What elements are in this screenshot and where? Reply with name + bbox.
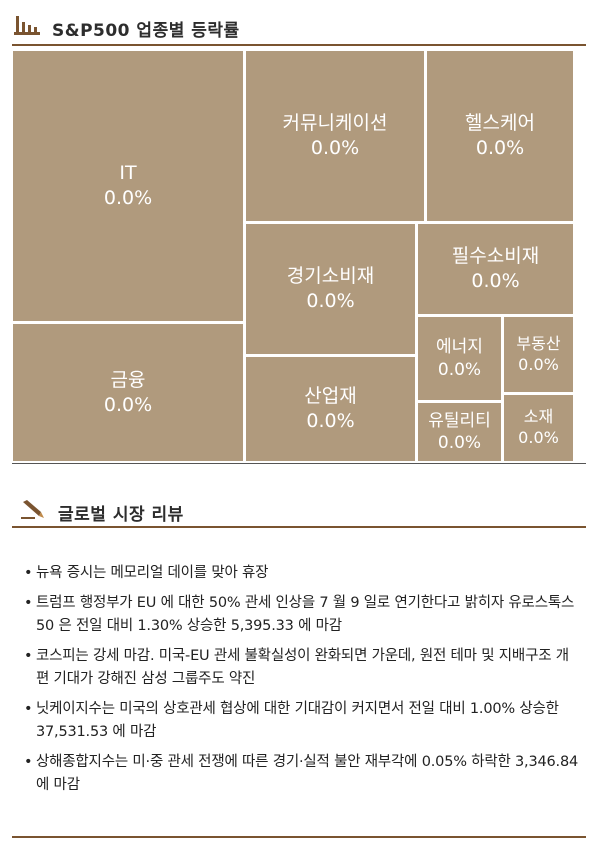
tile-communication[interactable]: 커뮤니케이션 0.0% bbox=[245, 50, 425, 222]
treemap-section-header: S&P500 업종별 등락률 bbox=[12, 10, 586, 46]
review-text: 닛케이지수는 미국의 상호관세 협상에 대한 기대감이 커지면서 전일 대비 1… bbox=[36, 701, 559, 740]
tile-healthcare[interactable]: 헬스케어 0.0% bbox=[426, 50, 574, 222]
list-item: • 닛케이지수는 미국의 상호관세 협상에 대한 기대감이 커지면서 전일 대비… bbox=[24, 698, 580, 744]
tile-industrials-change: 0.0% bbox=[306, 410, 355, 432]
tile-consumer-staples-change: 0.0% bbox=[471, 270, 520, 292]
review-bottom-rule bbox=[12, 836, 586, 838]
bullet: • bbox=[24, 565, 33, 581]
review-text: 상해종합지수는 미·중 관세 전쟁에 따른 경기·실적 불안 재부각에 0.05… bbox=[36, 754, 579, 793]
tile-industrials[interactable]: 산업재 0.0% bbox=[245, 356, 416, 462]
tile-healthcare-change: 0.0% bbox=[475, 137, 525, 159]
bar-chart-icon bbox=[14, 16, 40, 35]
tile-utilities-name: 유틸리티 bbox=[428, 410, 491, 431]
tile-financials-name: 금융 bbox=[110, 368, 146, 391]
tile-real-estate-name: 부동산 bbox=[516, 333, 561, 353]
bullet: • bbox=[24, 595, 33, 611]
review-title: 글로벌 시장 리뷰 bbox=[58, 505, 184, 525]
tile-it-change: 0.0% bbox=[103, 187, 153, 209]
tile-financials[interactable]: 금융 0.0% bbox=[12, 323, 244, 462]
tile-energy-change: 0.0% bbox=[437, 359, 482, 380]
treemap-title: S&P500 업종별 등락률 bbox=[52, 21, 240, 41]
treemap-baseline bbox=[12, 463, 586, 464]
sector-treemap: IT 0.0% 커뮤니케이션 0.0% 헬스케어 0.0% 경기소비재 0.0%… bbox=[12, 50, 574, 462]
list-item: • 코스피는 강세 마감. 미국-EU 관세 불확실성이 완화되면 가운데, 원… bbox=[24, 645, 580, 691]
review-section-header: 글로벌 시장 리뷰 bbox=[12, 492, 586, 528]
tile-industrials-name: 산업재 bbox=[304, 385, 357, 408]
tile-communication-name: 커뮤니케이션 bbox=[282, 112, 388, 135]
review-text: 뉴욕 증시는 메모리얼 데이를 맞아 휴장 bbox=[36, 565, 269, 581]
tile-healthcare-name: 헬스케어 bbox=[465, 112, 535, 135]
bullet: • bbox=[24, 648, 33, 664]
tile-real-estate-change: 0.0% bbox=[518, 354, 559, 374]
tile-consumer-staples-name: 필수소비재 bbox=[451, 245, 540, 268]
tile-materials-change: 0.0% bbox=[518, 428, 559, 447]
review-text: 트럼프 행정부가 EU 에 대한 50% 관세 인상을 7 월 9 일로 연기한… bbox=[36, 595, 575, 634]
pen-icon bbox=[21, 500, 44, 519]
tile-real-estate[interactable]: 부동산 0.0% bbox=[503, 316, 574, 393]
tile-it[interactable]: IT 0.0% bbox=[12, 50, 244, 322]
list-item: • 뉴욕 증시는 메모리얼 데이를 맞아 휴장 bbox=[24, 562, 580, 585]
tile-materials[interactable]: 소재 0.0% bbox=[503, 394, 574, 462]
list-item: • 상해종합지수는 미·중 관세 전쟁에 따른 경기·실적 불안 재부각에 0.… bbox=[24, 751, 580, 797]
tile-communication-change: 0.0% bbox=[310, 137, 360, 159]
bullet: • bbox=[24, 701, 33, 717]
tile-energy[interactable]: 에너지 0.0% bbox=[417, 316, 502, 401]
tile-consumer-discretionary-change: 0.0% bbox=[306, 290, 355, 312]
market-review-list: • 뉴욕 증시는 메모리얼 데이를 맞아 휴장 • 트럼프 행정부가 EU 에 … bbox=[24, 562, 580, 804]
tile-utilities-change: 0.0% bbox=[437, 433, 482, 453]
tile-energy-name: 에너지 bbox=[436, 337, 483, 358]
list-item: • 트럼프 행정부가 EU 에 대한 50% 관세 인상을 7 월 9 일로 연… bbox=[24, 592, 580, 638]
tile-materials-name: 소재 bbox=[523, 407, 554, 427]
tile-financials-change: 0.0% bbox=[103, 393, 153, 416]
review-text: 코스피는 강세 마감. 미국-EU 관세 불확실성이 완화되면 가운데, 원전 … bbox=[36, 648, 569, 687]
tile-consumer-staples[interactable]: 필수소비재 0.0% bbox=[417, 223, 574, 315]
bullet: • bbox=[24, 754, 33, 770]
tile-it-name: IT bbox=[119, 162, 137, 185]
tile-consumer-discretionary-name: 경기소비재 bbox=[286, 265, 375, 288]
tile-consumer-discretionary[interactable]: 경기소비재 0.0% bbox=[245, 223, 416, 355]
tile-utilities[interactable]: 유틸리티 0.0% bbox=[417, 402, 502, 462]
